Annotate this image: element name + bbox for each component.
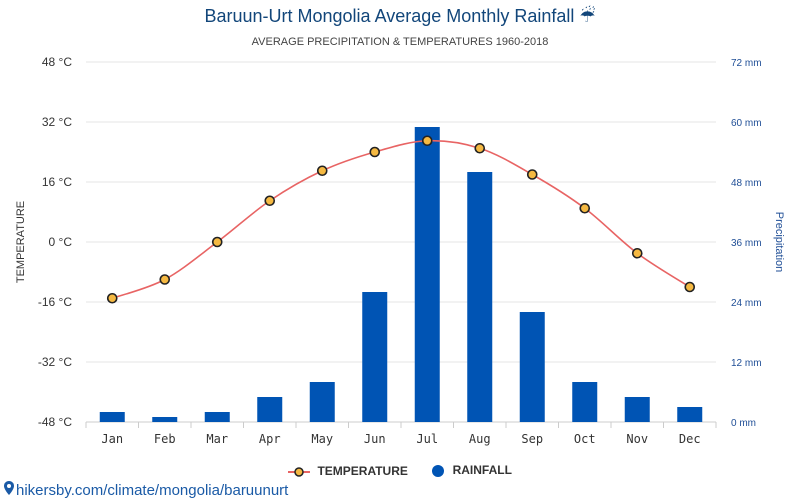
x-tick-label: Aug	[469, 432, 491, 446]
rainfall-bar	[467, 172, 493, 422]
rainfall-bar	[414, 127, 440, 422]
temperature-point	[211, 236, 223, 248]
chart-title-text: Baruun-Urt Mongolia Average Monthly Rain…	[204, 6, 575, 26]
x-tick-label: Mar	[206, 432, 228, 446]
temperature-point	[264, 195, 276, 207]
legend-label-temperature: TEMPERATURE	[317, 463, 408, 478]
temperature-line	[111, 139, 691, 300]
y-left-tick-label: -16 °C	[38, 295, 72, 309]
rainfall-bar	[204, 412, 230, 422]
temperature-point	[369, 146, 381, 158]
temperature-point	[421, 135, 433, 147]
x-tick-label: Oct	[574, 432, 596, 446]
chart-subtitle: AVERAGE PRECIPITATION & TEMPERATURES 196…	[251, 36, 549, 48]
source-watermark[interactable]: hikersby.com/climate/mongolia/baruunurt	[4, 481, 288, 499]
x-tick-label: Jun	[364, 432, 386, 446]
y-right-tick-label: 0 mm	[731, 418, 756, 429]
legend-item-rainfall[interactable]: RAINFALL	[431, 463, 512, 478]
y-left-tick-label: 48 °C	[42, 55, 72, 69]
rainfall-bar	[309, 382, 335, 422]
x-tick-label: Dec	[679, 432, 701, 446]
rainfall-bar	[677, 407, 703, 422]
rainfall-bar	[519, 312, 545, 422]
rainfall-bar	[99, 412, 125, 422]
y-right-tick-label: 48 mm	[731, 178, 762, 189]
y-left-tick-label: -32 °C	[38, 355, 72, 369]
y-left-tick-label: 32 °C	[42, 115, 72, 129]
temperature-point	[526, 169, 538, 180]
temperature-point	[316, 165, 328, 177]
temperature-point	[474, 142, 486, 154]
legend-line-marker-icon	[288, 466, 311, 477]
y-left-tick-label: 0 °C	[49, 235, 73, 249]
y-right-tick-label: 72 mm	[731, 58, 762, 69]
x-tick-label: Jul	[416, 432, 438, 446]
rainfall-bar	[152, 417, 178, 422]
y-right-tick-label: 60 mm	[731, 118, 762, 129]
temperature-point	[106, 292, 118, 304]
location-pin-icon	[4, 481, 14, 495]
x-tick-label: Nov	[626, 432, 648, 446]
temperature-point	[579, 202, 591, 214]
y-right-tick-label: 24 mm	[731, 298, 762, 309]
y-left-axis-label: TEMPERATURE	[15, 201, 27, 283]
y-left-tick-label: -48 °C	[38, 415, 72, 429]
umbrella-rain-icon: ☔	[579, 6, 596, 26]
chart-title: Baruun-Urt Mongolia Average Monthly Rain…	[0, 6, 800, 27]
rainfall-bar	[257, 397, 283, 422]
y-right-tick-label: 36 mm	[731, 238, 762, 249]
legend-item-temperature[interactable]: TEMPERATURE	[288, 464, 408, 478]
legend-label-rainfall: RAINFALL	[452, 463, 512, 478]
x-tick-label: Apr	[259, 432, 281, 446]
rainfall-bar	[572, 382, 598, 422]
chart-legend: TEMPERATURE RAINFALL	[0, 463, 800, 478]
watermark-text: hikersby.com/climate/mongolia/baruunurt	[16, 482, 289, 499]
temperature-point	[159, 274, 171, 285]
rainfall-bar	[362, 292, 388, 422]
x-tick-label: May	[311, 432, 333, 446]
temperature-point	[631, 247, 643, 259]
temperature-point	[684, 281, 696, 293]
legend-bar-marker-icon	[432, 465, 445, 478]
y-right-tick-label: 12 mm	[731, 358, 762, 369]
y-right-axis-label: Precipitation	[773, 212, 785, 273]
y-left-tick-label: 16 °C	[42, 175, 72, 189]
rainfall-bar	[624, 397, 650, 422]
x-tick-label: Sep	[521, 432, 543, 446]
x-tick-label: Jan	[101, 432, 123, 446]
x-tick-label: Feb	[154, 432, 176, 446]
climate-chart: 48 °C 32 °C 16 °C 0 °C -16 °C -32 °C -48 °C 72 …	[15, 55, 785, 446]
